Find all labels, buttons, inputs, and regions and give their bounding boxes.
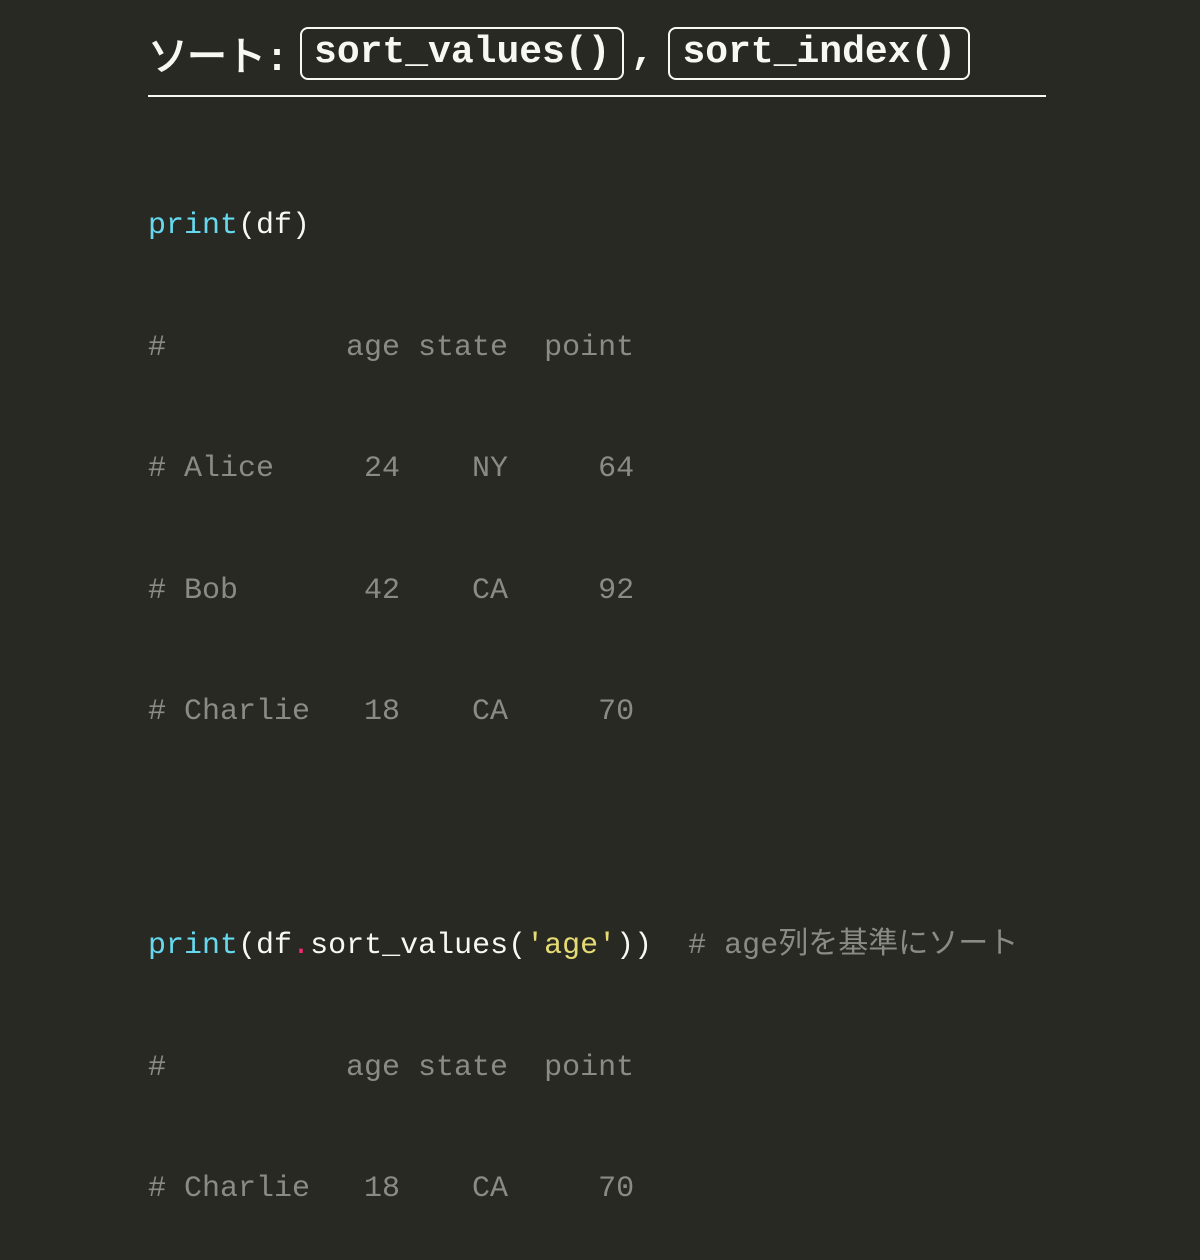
output-row: # Alice 24 NY 64	[148, 449, 1200, 490]
token-identifier: df	[256, 209, 292, 243]
token-paren-open: (	[238, 929, 256, 963]
title-comma: ,	[630, 31, 654, 76]
token-string: 'age'	[526, 929, 616, 963]
slide-container: ソート: sort_values() , sort_index() print(…	[0, 0, 1200, 1260]
output-text: # Alice 24 NY 64	[148, 452, 634, 486]
token-identifier: df	[256, 929, 292, 963]
title-pill-sort-index: sort_index()	[668, 27, 970, 81]
token-paren-close: )	[616, 929, 634, 963]
token-function: print	[148, 209, 238, 243]
code-block: print(df) # age state point # Alice 24 N…	[148, 125, 1200, 1260]
blank-line	[148, 814, 1200, 846]
output-text: # age state point	[148, 1051, 634, 1085]
output-text: # age state point	[148, 331, 634, 365]
output-row: # Bob 42 CA 92	[148, 571, 1200, 612]
token-paren-open: (	[238, 209, 256, 243]
output-row: # Charlie 18 CA 70	[148, 1169, 1200, 1210]
title-pill-sort-values: sort_values()	[300, 27, 624, 81]
output-row: # Charlie 18 CA 70	[148, 692, 1200, 733]
output-text: # Charlie 18 CA 70	[148, 1172, 634, 1206]
token-paren-close: )	[634, 929, 652, 963]
token-paren-open: (	[508, 929, 526, 963]
output-header: # age state point	[148, 328, 1200, 369]
code-line-print-df: print(df)	[148, 206, 1200, 247]
code-line-sort-values: print(df.sort_values('age')) # age列を基準にソ…	[148, 926, 1200, 967]
title-row: ソート: sort_values() , sort_index()	[148, 24, 1046, 97]
output-header: # age state point	[148, 1048, 1200, 1089]
token-dot: .	[292, 929, 310, 963]
token-method: sort_values	[310, 929, 508, 963]
title-label: ソート:	[148, 24, 288, 83]
inline-comment: # age列を基準にソート	[652, 929, 1018, 963]
output-text: # Bob 42 CA 92	[148, 574, 634, 608]
token-paren-close: )	[292, 209, 310, 243]
output-text: # Charlie 18 CA 70	[148, 695, 634, 729]
token-function: print	[148, 929, 238, 963]
